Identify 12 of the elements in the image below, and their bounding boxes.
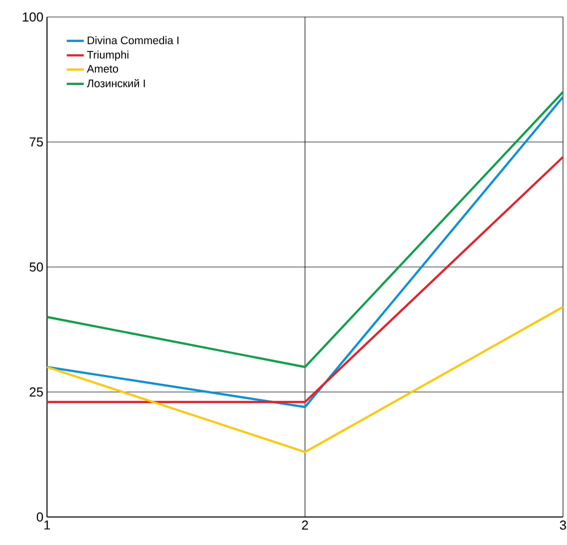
y-tick-label: 50 (30, 262, 43, 272)
y-tick-label: 75 (30, 137, 43, 147)
x-tick-label: 3 (560, 520, 566, 530)
legend-label: Ameto (86, 65, 118, 73)
legend-label: Triumphi (87, 50, 128, 61)
legend-label: Лозинский I (86, 79, 145, 88)
y-tick-label: 100 (22, 12, 43, 22)
y-tick-label: 0 (36, 512, 43, 522)
x-tick-label: 2 (302, 520, 308, 530)
legend-label: Divina Commedia I (88, 36, 178, 44)
y-tick-label: 25 (30, 387, 43, 397)
x-tick-label: 1 (44, 520, 50, 530)
